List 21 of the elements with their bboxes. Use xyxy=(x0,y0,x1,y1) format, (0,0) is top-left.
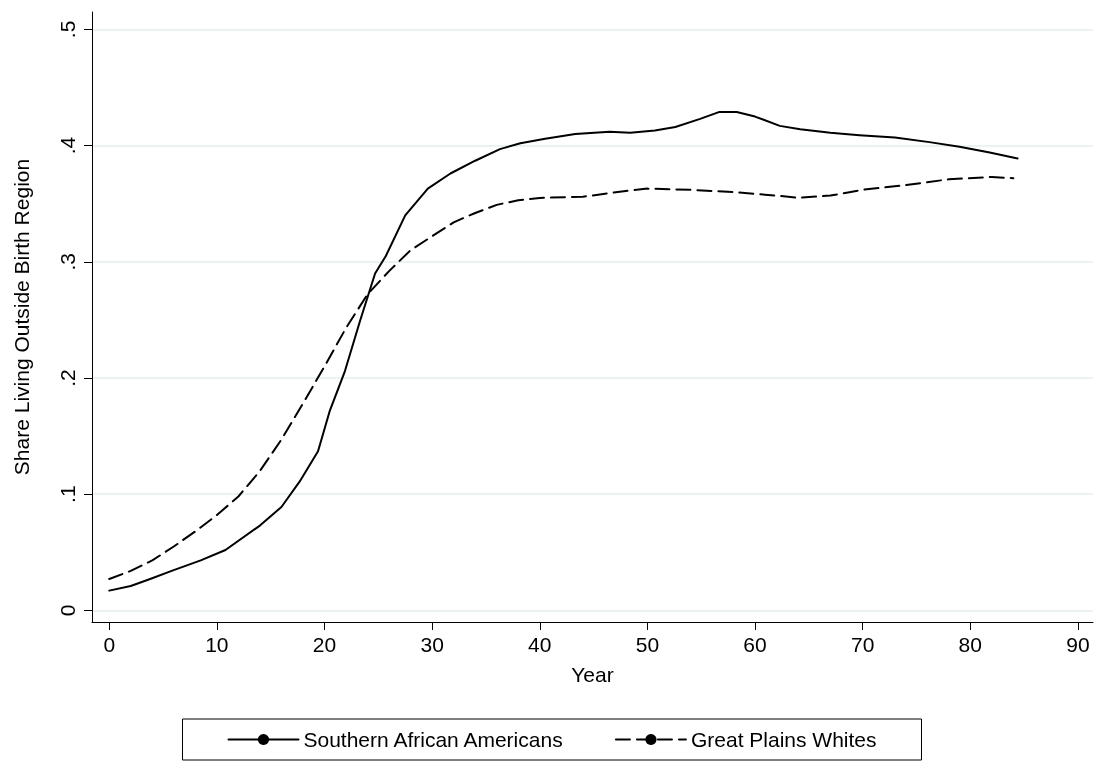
x-tick-label: 0 xyxy=(103,633,116,656)
x-tick-label: 80 xyxy=(958,633,982,656)
x-tick-label: 60 xyxy=(743,633,767,656)
x-tick-label: 90 xyxy=(1066,633,1090,656)
y-tick-label: .2 xyxy=(56,369,79,387)
legend-label: Great Plains Whites xyxy=(690,728,877,751)
x-tick-label: 50 xyxy=(635,633,660,656)
x-tick-label: 10 xyxy=(205,633,229,656)
y-tick-label: .4 xyxy=(56,136,79,155)
legend-label: Southern African Americans xyxy=(303,728,563,751)
x-tick-label: 30 xyxy=(420,633,444,656)
x-tick-label: 40 xyxy=(528,633,552,656)
y-axis-title: Share Living Outside Birth Region xyxy=(10,158,33,476)
y-tick-label: .5 xyxy=(56,20,79,39)
x-axis-title: Year xyxy=(571,663,614,686)
y-tick-label: .3 xyxy=(56,253,79,271)
y-tick-label: .1 xyxy=(56,485,79,503)
line-series xyxy=(108,110,1019,592)
x-tick-label: 70 xyxy=(850,633,875,656)
y-tick-label: 0 xyxy=(56,604,79,617)
x-tick-label: 20 xyxy=(312,633,337,656)
